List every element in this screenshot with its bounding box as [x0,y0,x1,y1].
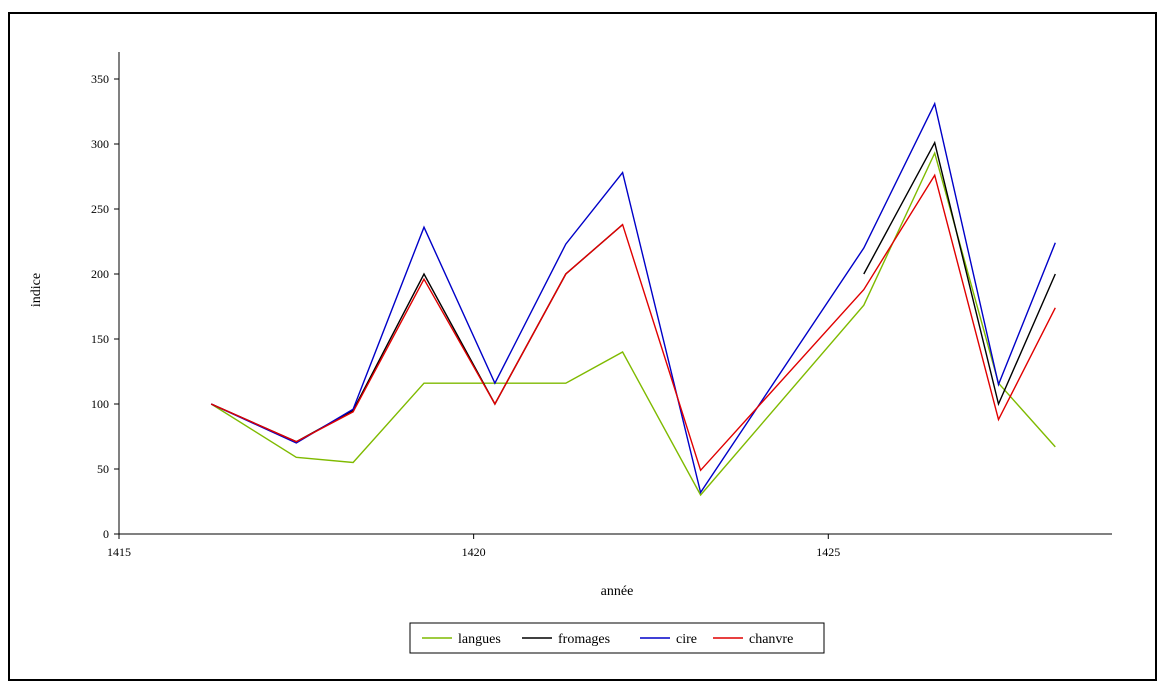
series-lines [210,101,1056,497]
chart-frame [8,12,1157,681]
y-tick-label: 200 [91,267,109,281]
series-line-cire [210,101,1056,495]
x-tick-label: 1415 [107,545,131,559]
x-axis-label: année [601,584,634,599]
legend-box [409,622,825,654]
legend-label-langues: langues [458,632,501,647]
y-axis-label: indice [29,273,44,307]
series-line-fromages [210,224,624,443]
legend: langues fromages cire chanvre [409,622,825,654]
y-tick-label: 250 [91,202,109,216]
y-tick-label: 150 [91,332,109,346]
legend-label-fromages: fromages [558,632,610,647]
axes: 0 50 100 150 200 250 300 350 1415 1420 1425 [91,52,1112,559]
series-line-langues [210,151,1056,497]
legend-label-cire: cire [676,632,697,647]
series-line-fromages [863,140,1056,407]
legend-label-chanvre: chanvre [749,632,793,647]
y-tick-label: 0 [103,527,109,541]
y-tick-label: 350 [91,72,109,86]
x-tick-label: 1420 [462,545,486,559]
y-tick-label: 50 [97,462,109,476]
y-tick-label: 100 [91,397,109,411]
x-tick-label: 1425 [816,545,840,559]
series-line-chanvre [210,173,1056,472]
y-tick-label: 300 [91,137,109,151]
